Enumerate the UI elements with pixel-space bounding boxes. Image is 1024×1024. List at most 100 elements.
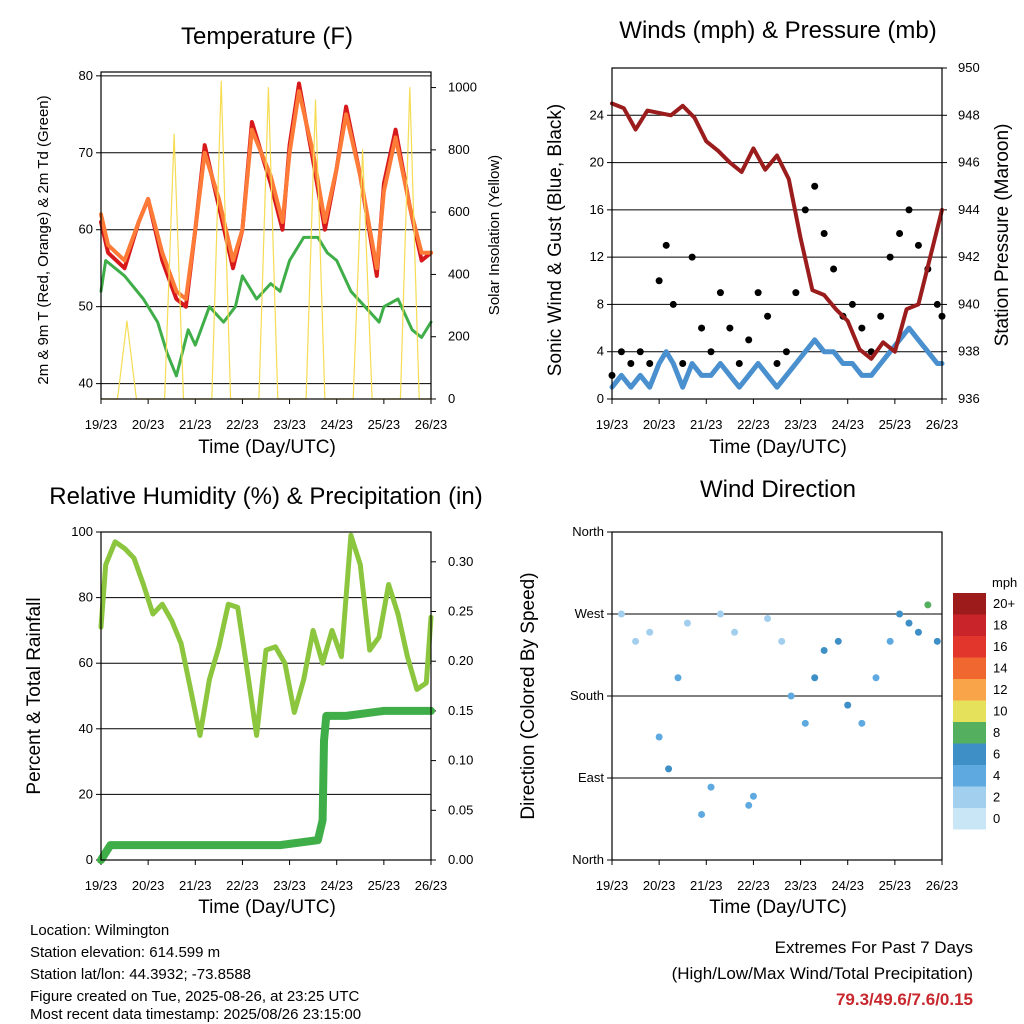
y-tick-label: East (578, 770, 604, 785)
y-tick-label: 12 (590, 249, 604, 264)
direction-point (617, 610, 625, 618)
extremes-subtitle: (High/Low/Max Wind/Total Precipitation) (671, 964, 973, 983)
chart-direction: Wind Direction Time (Day/UTC) Direction (C… (518, 476, 1017, 918)
direction-point (858, 719, 866, 727)
y-axis-label: Sonic Wind & Gust (Blue, Black) (545, 104, 566, 376)
y-tick-label: 0 (86, 852, 93, 867)
legend-label: 12 (993, 682, 1007, 697)
x-tick-label: 25/23 (368, 417, 401, 432)
legend-swatch (953, 765, 986, 787)
direction-point (674, 674, 682, 682)
chart-title: Temperature (F) (181, 23, 353, 50)
gust-point (655, 277, 663, 285)
x-tick-label: 26/23 (415, 417, 448, 432)
gust-point (933, 300, 941, 308)
y-tick-label: North (572, 524, 604, 539)
direction-point (811, 674, 819, 682)
y2-tick-label: 400 (448, 266, 470, 281)
x-tick-label: 22/23 (737, 417, 770, 432)
direction-point (749, 792, 757, 800)
legend-label: 6 (993, 747, 1000, 762)
x-tick-label: 22/23 (737, 878, 770, 893)
legend-label: 18 (993, 618, 1007, 633)
direction-point (886, 637, 894, 645)
gust-point (905, 206, 913, 214)
direction-point (665, 765, 673, 773)
gust-point (782, 348, 790, 356)
legend-label: 0 (993, 811, 1000, 826)
legend-label: 4 (993, 768, 1000, 783)
x-tick-label: 23/23 (784, 878, 817, 893)
gust-point (707, 348, 715, 356)
y2-tick-label: 936 (958, 391, 980, 406)
gust-point (716, 289, 724, 297)
gust-point (830, 265, 838, 273)
latlon-text: Station lat/lon: 44.3932; -73.8588 (30, 966, 252, 983)
gust-point (773, 360, 781, 368)
y-tick-label: 80 (79, 68, 93, 83)
direction-point (834, 637, 842, 645)
y2-tick-label: 1000 (448, 80, 477, 95)
gust-point (627, 360, 635, 368)
y2-tick-label: 200 (448, 329, 470, 344)
legend-swatch (953, 722, 986, 744)
plot-frame (611, 531, 943, 861)
y2-tick-label: 0.25 (448, 604, 473, 619)
gust-point (698, 324, 706, 332)
chart-winds: Winds (mph) & Pressure (mb) Time (Day/UTC… (545, 17, 1013, 458)
gust-point (636, 348, 644, 356)
chart-humidity: Relative Humidity (%) & Precipitation (i… (24, 483, 483, 918)
y2-tick-label: 950 (958, 60, 980, 75)
legend-swatch (953, 808, 986, 830)
y-tick-label: 8 (597, 296, 604, 311)
x-tick-label: 21/23 (179, 417, 212, 432)
y-axis-label: Direction (Colored By Speed) (518, 572, 539, 819)
legend-swatch (953, 743, 986, 765)
plot-frame (611, 67, 943, 400)
y-tick-label: North (572, 852, 604, 867)
y-tick-label: 70 (79, 145, 93, 160)
chart-title: Relative Humidity (%) & Precipitation (i… (49, 483, 482, 510)
gust-point (688, 253, 696, 261)
x-tick-label: 25/23 (368, 878, 401, 893)
direction-point (914, 628, 922, 636)
gust-point (679, 360, 687, 368)
direction-point (745, 801, 753, 809)
legend-label: 8 (993, 725, 1000, 740)
legend-label: 2 (993, 790, 1000, 805)
recent-text: Most recent data timestamp: 2025/08/26 2… (30, 1006, 362, 1023)
gust-point (669, 300, 677, 308)
y2-tick-label: 938 (958, 344, 980, 359)
y2-tick-label: 940 (958, 296, 980, 311)
extremes-block: Extremes For Past 7 Days (High/Low/Max W… (672, 935, 973, 1013)
x-tick-label: 24/23 (320, 417, 353, 432)
x-tick-label: 21/23 (690, 417, 723, 432)
y2-tick-label: 944 (958, 202, 980, 217)
y-tick-label: 60 (79, 222, 93, 237)
gust-point (726, 324, 734, 332)
y-tick-label: 20 (590, 155, 604, 170)
y2-axis-label: Solar Insolation (Yellow) (486, 155, 503, 315)
gust-point (848, 300, 856, 308)
x-tick-label: 25/23 (879, 417, 912, 432)
gust-point (735, 360, 743, 368)
legend-label: 14 (993, 661, 1007, 676)
gust-point (792, 289, 800, 297)
plot-frame (100, 531, 432, 861)
direction-point (655, 733, 663, 741)
legend-title: mph (992, 575, 1017, 590)
direction-point (778, 637, 786, 645)
direction-point (764, 615, 772, 623)
gust-point (811, 182, 819, 190)
x-tick-label: 24/23 (831, 878, 864, 893)
created-text: Figure created on Tue, 2025-08-26, at 23… (30, 988, 360, 1005)
direction-point (801, 719, 809, 727)
x-tick-label: 20/23 (132, 878, 165, 893)
x-tick-label: 20/23 (132, 417, 165, 432)
y-tick-label: South (570, 688, 604, 703)
legend-swatch (953, 593, 986, 615)
y-tick-label: 24 (590, 107, 604, 122)
gust-point (896, 230, 904, 237)
direction-point (787, 692, 795, 700)
